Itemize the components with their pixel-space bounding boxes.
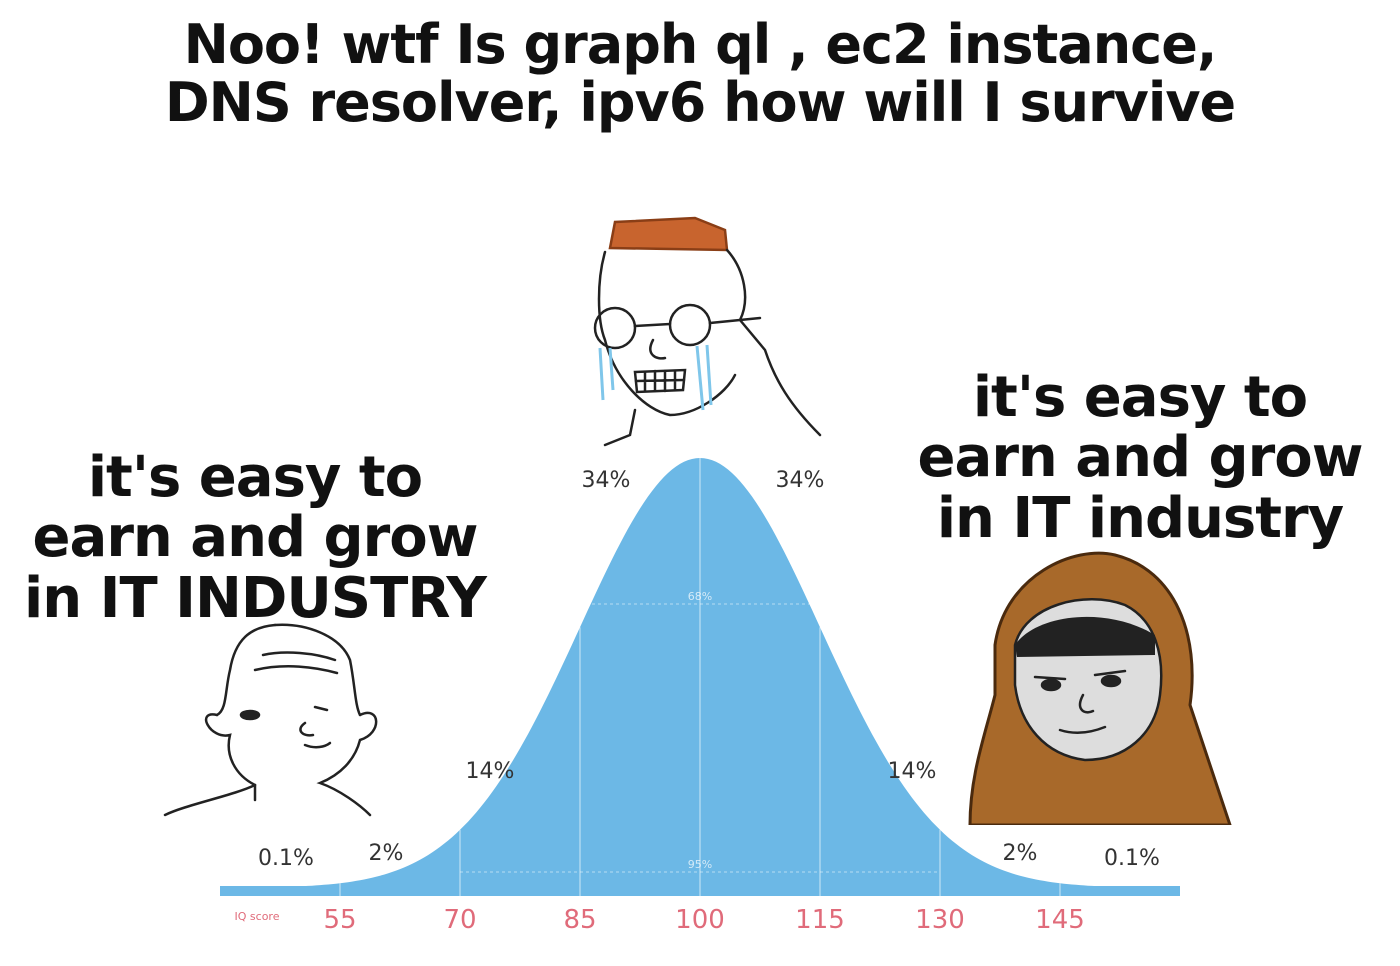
crying-wojak-face bbox=[593, 216, 822, 447]
baseline-bar bbox=[220, 886, 1180, 896]
x-tick-label: 145 bbox=[1035, 905, 1085, 935]
bell-curve-area bbox=[220, 458, 1180, 888]
right-caption-line-3: in IT industry bbox=[936, 485, 1344, 551]
top-caption-line-2: DNS resolver, ipv6 how will I survive bbox=[164, 71, 1236, 135]
left-caption-line-3: in IT INDUSTRY bbox=[24, 565, 487, 631]
right-caption-line-1: it's easy to bbox=[972, 365, 1308, 430]
x-tick-label: 55 bbox=[323, 905, 356, 935]
range-label: 95% bbox=[688, 858, 712, 871]
band-label: 2% bbox=[369, 841, 404, 866]
band-label: 14% bbox=[888, 759, 937, 784]
band-label: 34% bbox=[776, 468, 825, 493]
hooded-wojak-face bbox=[968, 551, 1232, 825]
x-tick-label: 70 bbox=[443, 905, 476, 935]
x-tick-label: 85 bbox=[563, 905, 596, 935]
band-label: 0.1% bbox=[258, 846, 314, 871]
x-axis-label: IQ score bbox=[235, 910, 280, 923]
top-caption: Noo! wtf Is graph ql , ec2 instance, DNS… bbox=[0, 13, 1400, 135]
right-caption-line-2: earn and grow bbox=[917, 425, 1364, 491]
left-wojak-face bbox=[163, 623, 378, 817]
left-caption-line-1: it's easy to bbox=[87, 445, 423, 510]
band-label: 14% bbox=[466, 759, 515, 784]
left-caption-line-2: earn and grow bbox=[32, 505, 479, 571]
band-label: 34% bbox=[582, 468, 631, 493]
band-label: 2% bbox=[1003, 841, 1038, 866]
range-label: 68% bbox=[688, 590, 712, 603]
x-tick-label: 115 bbox=[795, 905, 845, 935]
x-tick-label: 100 bbox=[675, 905, 725, 935]
band-label: 0.1% bbox=[1104, 846, 1160, 871]
right-caption: it's easy to earn and grow in IT industr… bbox=[905, 365, 1375, 551]
top-caption-line-1: Noo! wtf Is graph ql , ec2 instance, bbox=[183, 13, 1218, 76]
x-tick-label: 130 bbox=[915, 905, 965, 935]
left-caption: it's easy to earn and grow in IT INDUSTR… bbox=[20, 445, 490, 631]
